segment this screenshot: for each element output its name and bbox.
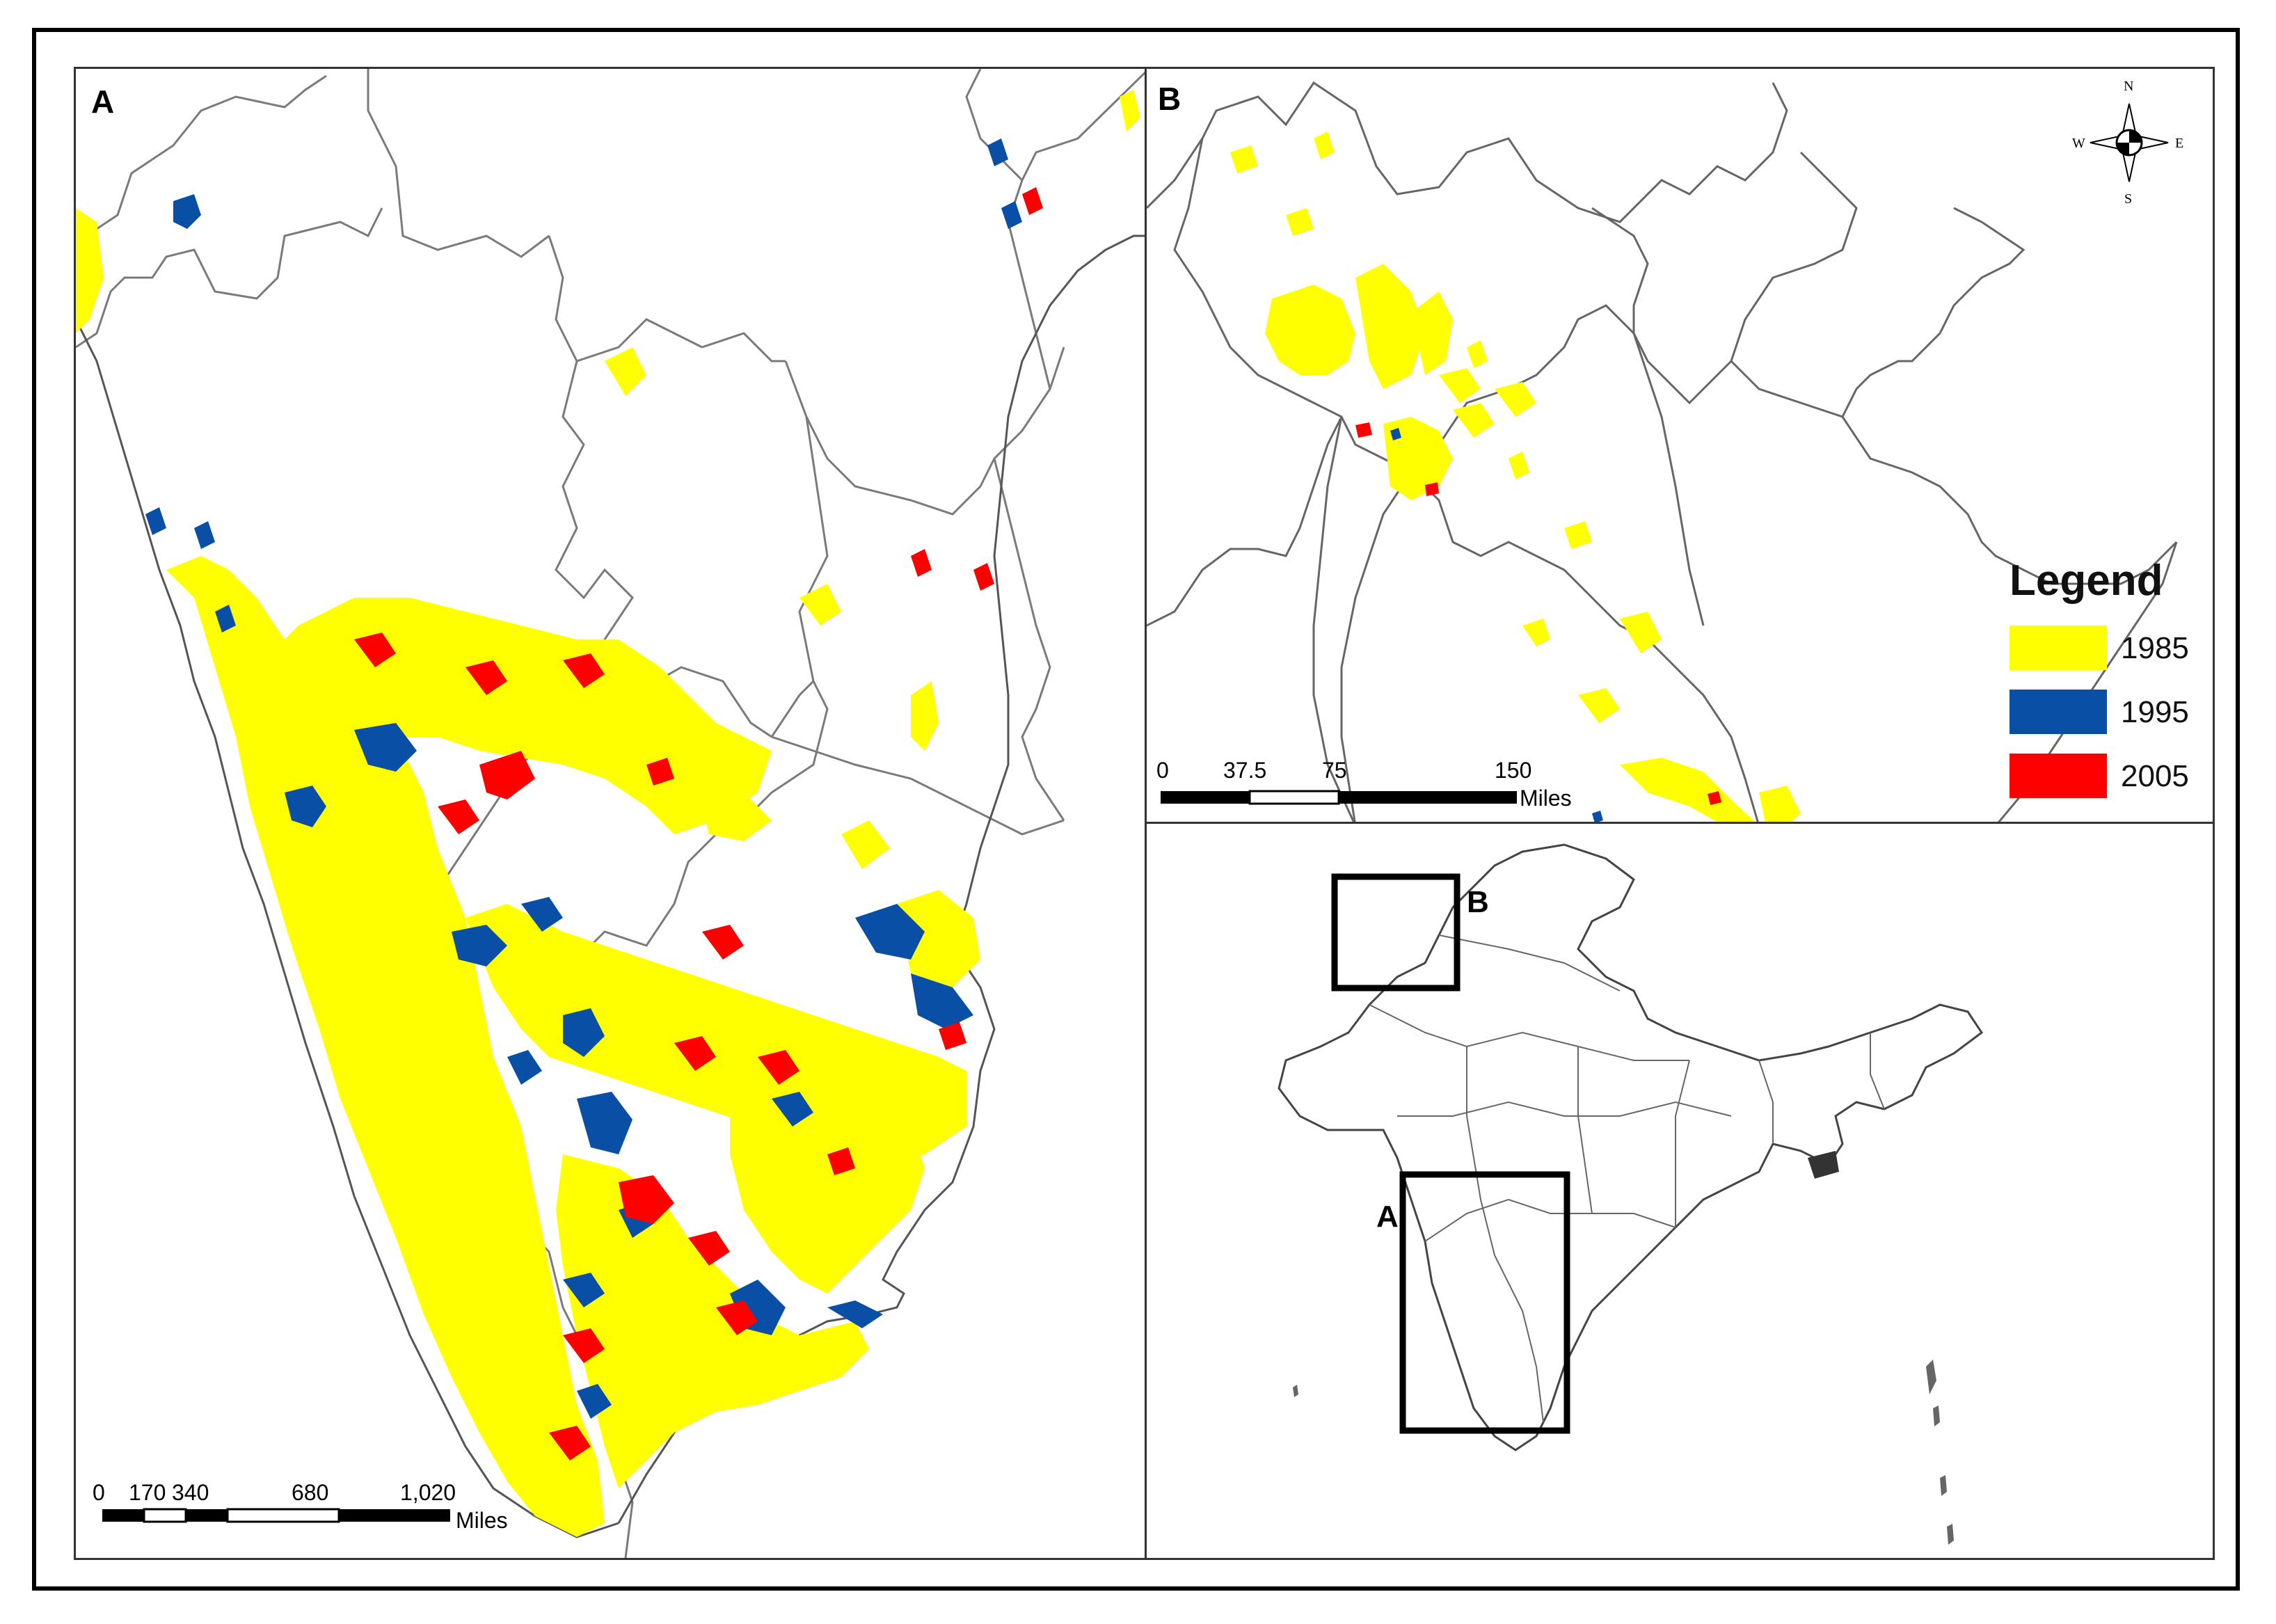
scale-b-tick-2: 75 xyxy=(1322,758,1347,783)
layer-1985 xyxy=(76,90,1140,1537)
scale-b-tick-1: 37.5 xyxy=(1223,758,1267,783)
panel-c-india-locator-map: B A xyxy=(1145,822,2215,1560)
legend-swatch-1995 xyxy=(2010,690,2107,734)
panel-c-map-svg xyxy=(1278,843,1984,1545)
north-label: N xyxy=(2124,79,2134,94)
legend-swatch-2005 xyxy=(2010,754,2107,798)
scale-b-tick-0: 0 xyxy=(1156,758,1169,783)
panel-b-map-svg xyxy=(1147,81,2178,822)
layer-1995 xyxy=(145,138,1022,1419)
legend-label-1995: 1995 xyxy=(2121,695,2189,729)
north-arrow xyxy=(2090,103,2169,182)
legend-title: Legend xyxy=(2010,557,2163,605)
legend-item-1985: 1985 xyxy=(2010,626,2204,674)
legend-label-1985: 1985 xyxy=(2121,631,2189,665)
panel-a-south-india-map: A 0 170 340 680 1,020 Miles xyxy=(74,67,1147,1560)
india-outline xyxy=(1278,843,1984,1451)
legend-item-1995: 1995 xyxy=(2010,690,2204,738)
panel-b-scale-bar xyxy=(1161,790,1517,805)
scale-a-tick-3: 680 xyxy=(292,1480,329,1505)
scale-b-tick-3: 150 xyxy=(1495,758,1532,783)
layer-2005 xyxy=(354,187,1043,1460)
south-label: S xyxy=(2124,191,2133,207)
panel-b-boundaries xyxy=(1147,81,2178,822)
islands xyxy=(1293,1360,1954,1545)
scale-a-tick-0: 0 xyxy=(93,1480,105,1505)
panel-b-layer-1995 xyxy=(1390,428,1603,822)
panel-a-scale-bar xyxy=(102,1508,450,1523)
panel-a-letter: A xyxy=(91,83,115,120)
panel-b-letter: B xyxy=(1158,81,1181,117)
inset-box-a xyxy=(1399,1171,1570,1434)
legend-label-2005: 2005 xyxy=(2121,759,2189,793)
west-coastline xyxy=(76,319,619,1538)
india-state-lines xyxy=(1369,934,1885,1423)
legend-swatch-1985 xyxy=(2010,626,2107,670)
east-coastline xyxy=(617,234,1145,1524)
panel-b-layer-1985 xyxy=(1230,132,1801,822)
inset-label-a: A xyxy=(1376,1200,1399,1234)
legend-item-2005: 2005 xyxy=(2010,754,2204,802)
legend: Legend 1985 1995 2005 xyxy=(1982,556,2204,820)
scale-a-tick-4: 1,020 xyxy=(400,1480,456,1505)
scale-a-tick-2: 340 xyxy=(172,1480,209,1505)
scale-a-unit: Miles xyxy=(456,1508,508,1533)
sundarbans-mark xyxy=(1808,1151,1839,1179)
scale-a-tick-1: 170 xyxy=(129,1480,166,1505)
outer-frame xyxy=(32,28,2240,1591)
panel-a-map-svg xyxy=(76,69,1145,1558)
panel-b-north-map: B N S E W 0 37.5 75 150 Miles Legend 198… xyxy=(1145,67,2215,824)
east-label: E xyxy=(2175,136,2184,151)
panel-b-layer-2005 xyxy=(1355,422,1721,805)
west-label: W xyxy=(2072,136,2085,151)
inset-label-b: B xyxy=(1467,885,1489,919)
scale-b-unit: Miles xyxy=(1520,786,1572,811)
inset-box-b xyxy=(1331,873,1461,992)
